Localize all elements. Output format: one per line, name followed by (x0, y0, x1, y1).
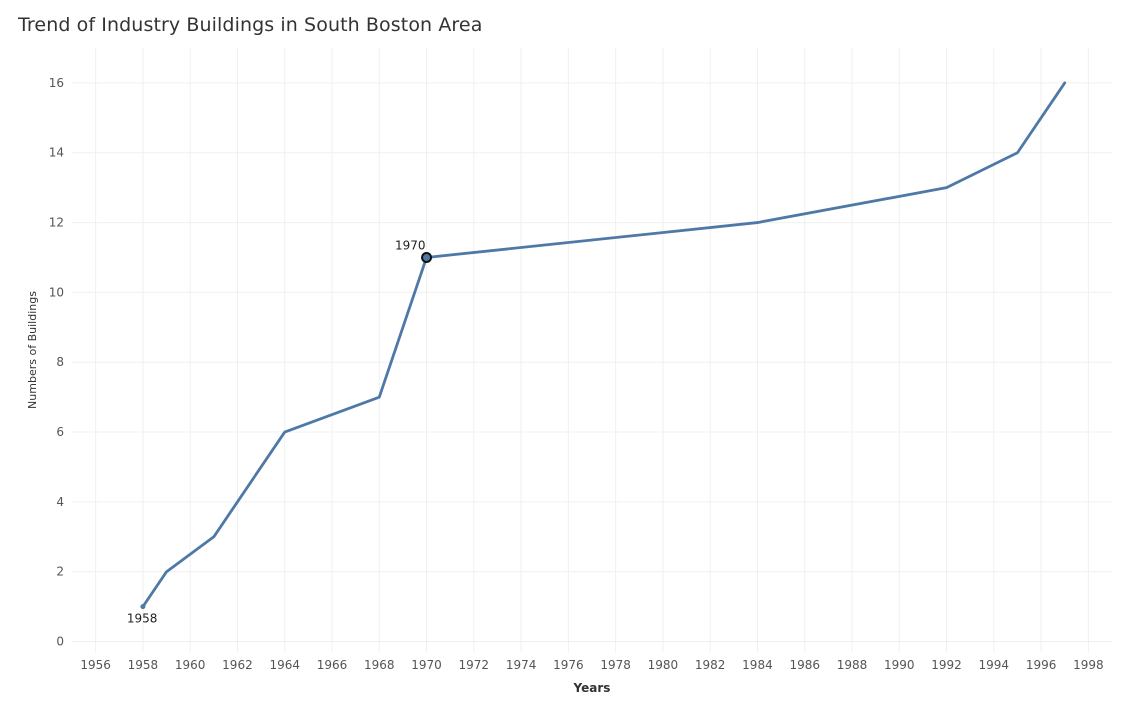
x-tick-label: 1984 (742, 658, 773, 672)
x-tick-label: 1974 (506, 658, 537, 672)
x-tick-label: 1994 (979, 658, 1010, 672)
y-tick-label: 12 (49, 216, 64, 230)
grid-lines (72, 48, 1112, 652)
x-tick-label: 1956 (80, 658, 111, 672)
x-tick-label: 1988 (837, 658, 868, 672)
annotation-label: 1958 (127, 612, 158, 626)
x-axis-title: Years (573, 681, 611, 695)
x-tick-label: 1968 (364, 658, 395, 672)
y-axis-title: Numbers of Buildings (26, 291, 39, 409)
x-tick-label: 1982 (695, 658, 726, 672)
y-axis-ticks: 0 2 4 6 8 10 12 14 16 (49, 76, 64, 649)
x-tick-label: 1980 (648, 658, 679, 672)
x-tick-label: 1964 (269, 658, 300, 672)
x-tick-label: 1958 (128, 658, 159, 672)
endpoint-marker (140, 604, 146, 610)
y-tick-label: 0 (56, 635, 64, 649)
annotation-marker (421, 251, 433, 263)
annotations: 1958 1970 (127, 238, 433, 626)
x-tick-label: 1966 (317, 658, 348, 672)
x-tick-label: 1992 (931, 658, 962, 672)
chart-title: Trend of Industry Buildings in South Bos… (18, 14, 483, 36)
series-line (141, 81, 1067, 609)
x-axis-ticks: 1956 1958 1960 1962 1964 1966 1968 1970 1972 1974… (80, 658, 1103, 672)
x-tick-label: 1960 (175, 658, 206, 672)
x-tick-label: 1998 (1073, 658, 1104, 672)
y-tick-label: 4 (56, 495, 64, 509)
series-lines (141, 81, 1067, 609)
y-tick-label: 8 (56, 355, 64, 369)
y-tick-label: 16 (49, 76, 64, 90)
y-tick-label: 14 (49, 146, 64, 160)
x-tick-label: 1996 (1026, 658, 1057, 672)
y-tick-label: 2 (56, 565, 64, 579)
x-tick-label: 1976 (553, 658, 584, 672)
x-tick-label: 1986 (789, 658, 820, 672)
annotation-label: 1970 (395, 238, 426, 252)
y-tick-label: 10 (49, 285, 64, 299)
x-tick-label: 1970 (411, 658, 442, 672)
x-tick-label: 1978 (600, 658, 631, 672)
x-tick-label: 1962 (222, 658, 253, 672)
x-tick-label: 1990 (884, 658, 915, 672)
y-tick-label: 6 (56, 425, 64, 439)
x-tick-label: 1972 (459, 658, 490, 672)
